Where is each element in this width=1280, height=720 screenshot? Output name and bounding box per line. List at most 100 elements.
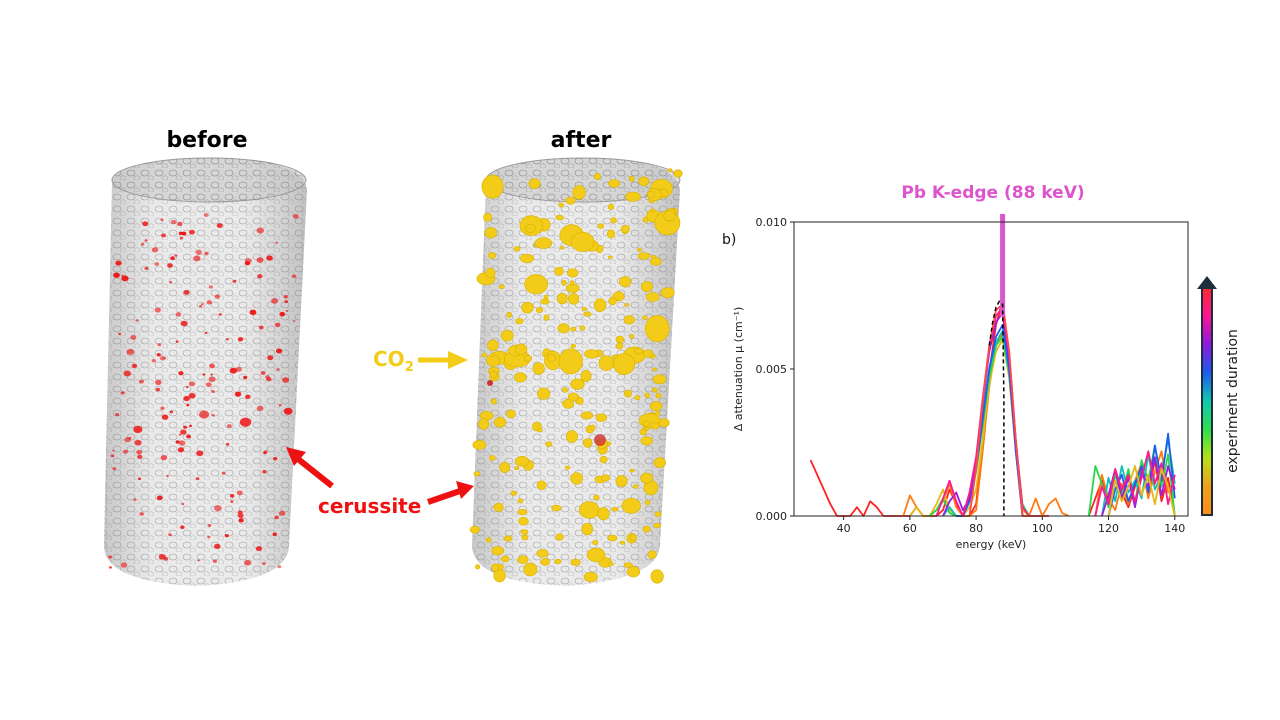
- cerussite-particle: [137, 477, 142, 481]
- co2-particle: [580, 411, 594, 420]
- co2-particle: [580, 369, 592, 382]
- cerussite-particle: [118, 332, 121, 336]
- cerussite-particle: [283, 295, 288, 299]
- co2-particle: [613, 353, 636, 375]
- cerussite-particle: [207, 535, 211, 539]
- cerussite-particle: [258, 325, 264, 330]
- co2-particle: [561, 279, 567, 286]
- co2-particle: [499, 461, 511, 473]
- cerussite-particle: [188, 393, 196, 399]
- co2-particle: [521, 534, 529, 541]
- co2-particle: [483, 213, 493, 222]
- co2-particle: [517, 555, 529, 565]
- x-tick-label: 60: [903, 522, 917, 535]
- cerussite-particle: [160, 455, 168, 461]
- co2-particle: [642, 315, 648, 320]
- cerussite-particle: [278, 403, 282, 407]
- cerussite-particle: [292, 214, 299, 219]
- cerussite-particle: [160, 406, 165, 410]
- co2-particle: [534, 237, 553, 249]
- cerussite-particle: [276, 368, 280, 371]
- cerussite-particle: [292, 320, 296, 322]
- cerussite-particle: [133, 425, 143, 434]
- cerussite-particles: [108, 213, 299, 569]
- co2-particle: [642, 525, 651, 533]
- cerussite-particle: [208, 285, 213, 289]
- co2-particle: [555, 214, 564, 221]
- co2-particle: [615, 335, 625, 344]
- co2-particle: [536, 549, 549, 558]
- cerussite-particle: [123, 449, 129, 454]
- co2-particle: [623, 389, 632, 398]
- cerussite-particle: [180, 320, 188, 327]
- co2-particle: [601, 474, 611, 482]
- co2-particle: [565, 430, 578, 443]
- co2-particle: [554, 558, 562, 565]
- panel-label-b: b): [722, 232, 737, 248]
- co2-particle: [650, 208, 655, 213]
- co2-particle: [640, 436, 653, 446]
- co2-particle: [543, 314, 550, 321]
- co2-particle: [643, 349, 654, 358]
- cylinder-renders: [104, 157, 683, 586]
- cerussite-particle: [260, 371, 266, 375]
- cerussite-particle: [167, 263, 173, 268]
- co2-particle: [578, 501, 600, 519]
- co2-arrow: [418, 351, 468, 369]
- co2-particle: [654, 511, 662, 517]
- cerussite-particle: [121, 274, 125, 277]
- cerussite-particle: [139, 379, 144, 384]
- cerussite-particle: [186, 403, 190, 407]
- cerussite-particle: [174, 254, 178, 257]
- cerussite-particle: [226, 424, 232, 429]
- co2-particle: [607, 534, 618, 542]
- co2-particle: [570, 343, 576, 349]
- cerussite-particle: [277, 565, 282, 569]
- cerussite-particle: [211, 414, 215, 417]
- co2-particle: [615, 342, 624, 350]
- co2-particle: [595, 413, 608, 422]
- cerussite-particle: [156, 353, 161, 357]
- co2-particle: [642, 420, 650, 427]
- cerussite-particle: [291, 274, 297, 279]
- co2-particle: [473, 471, 481, 477]
- cerussite-particle: [151, 247, 159, 253]
- co2-particle: [510, 490, 518, 496]
- co2-particle: [518, 516, 529, 526]
- cerussite-particle: [214, 294, 221, 299]
- cerussite-particle: [237, 513, 244, 519]
- cerussite-particle: [282, 377, 290, 383]
- cerussite-particle: [178, 371, 184, 376]
- co2-particle: [481, 352, 487, 358]
- co2-particle: [525, 223, 536, 233]
- co2-particle: [632, 484, 639, 489]
- cerussite-particle: [151, 358, 157, 363]
- co2-particle: [488, 252, 496, 259]
- cerussite-particle: [175, 440, 180, 444]
- co2-particle: [623, 562, 633, 568]
- co2-particle: [652, 367, 657, 372]
- cerussite-particle: [128, 436, 132, 440]
- co2-particle: [570, 378, 585, 390]
- co2-particle: [599, 456, 608, 464]
- co2-particle: [557, 323, 570, 334]
- co2-particle: [485, 267, 496, 278]
- cerussite-particle: [178, 231, 184, 236]
- cerussite-particle: [134, 439, 142, 446]
- cerussite-particle: [207, 523, 212, 527]
- cerussite-particle: [274, 322, 281, 328]
- cerussite-particle: [263, 450, 268, 454]
- cerussite-particle: [229, 367, 237, 374]
- cerussite-particle: [178, 440, 186, 446]
- co2-particle: [551, 504, 562, 512]
- cerussite-particle: [205, 382, 212, 388]
- cerussite-particle: [115, 413, 120, 417]
- cerussite-particle: [249, 309, 257, 316]
- cerussite-particle: [224, 533, 229, 538]
- co2-particle: [637, 252, 651, 260]
- cerussite-particle: [155, 379, 162, 385]
- co2-particle: [475, 564, 481, 570]
- cerussite-particle: [144, 239, 148, 242]
- cerussite-particle: [274, 515, 279, 520]
- cerussite-particle: [245, 394, 251, 399]
